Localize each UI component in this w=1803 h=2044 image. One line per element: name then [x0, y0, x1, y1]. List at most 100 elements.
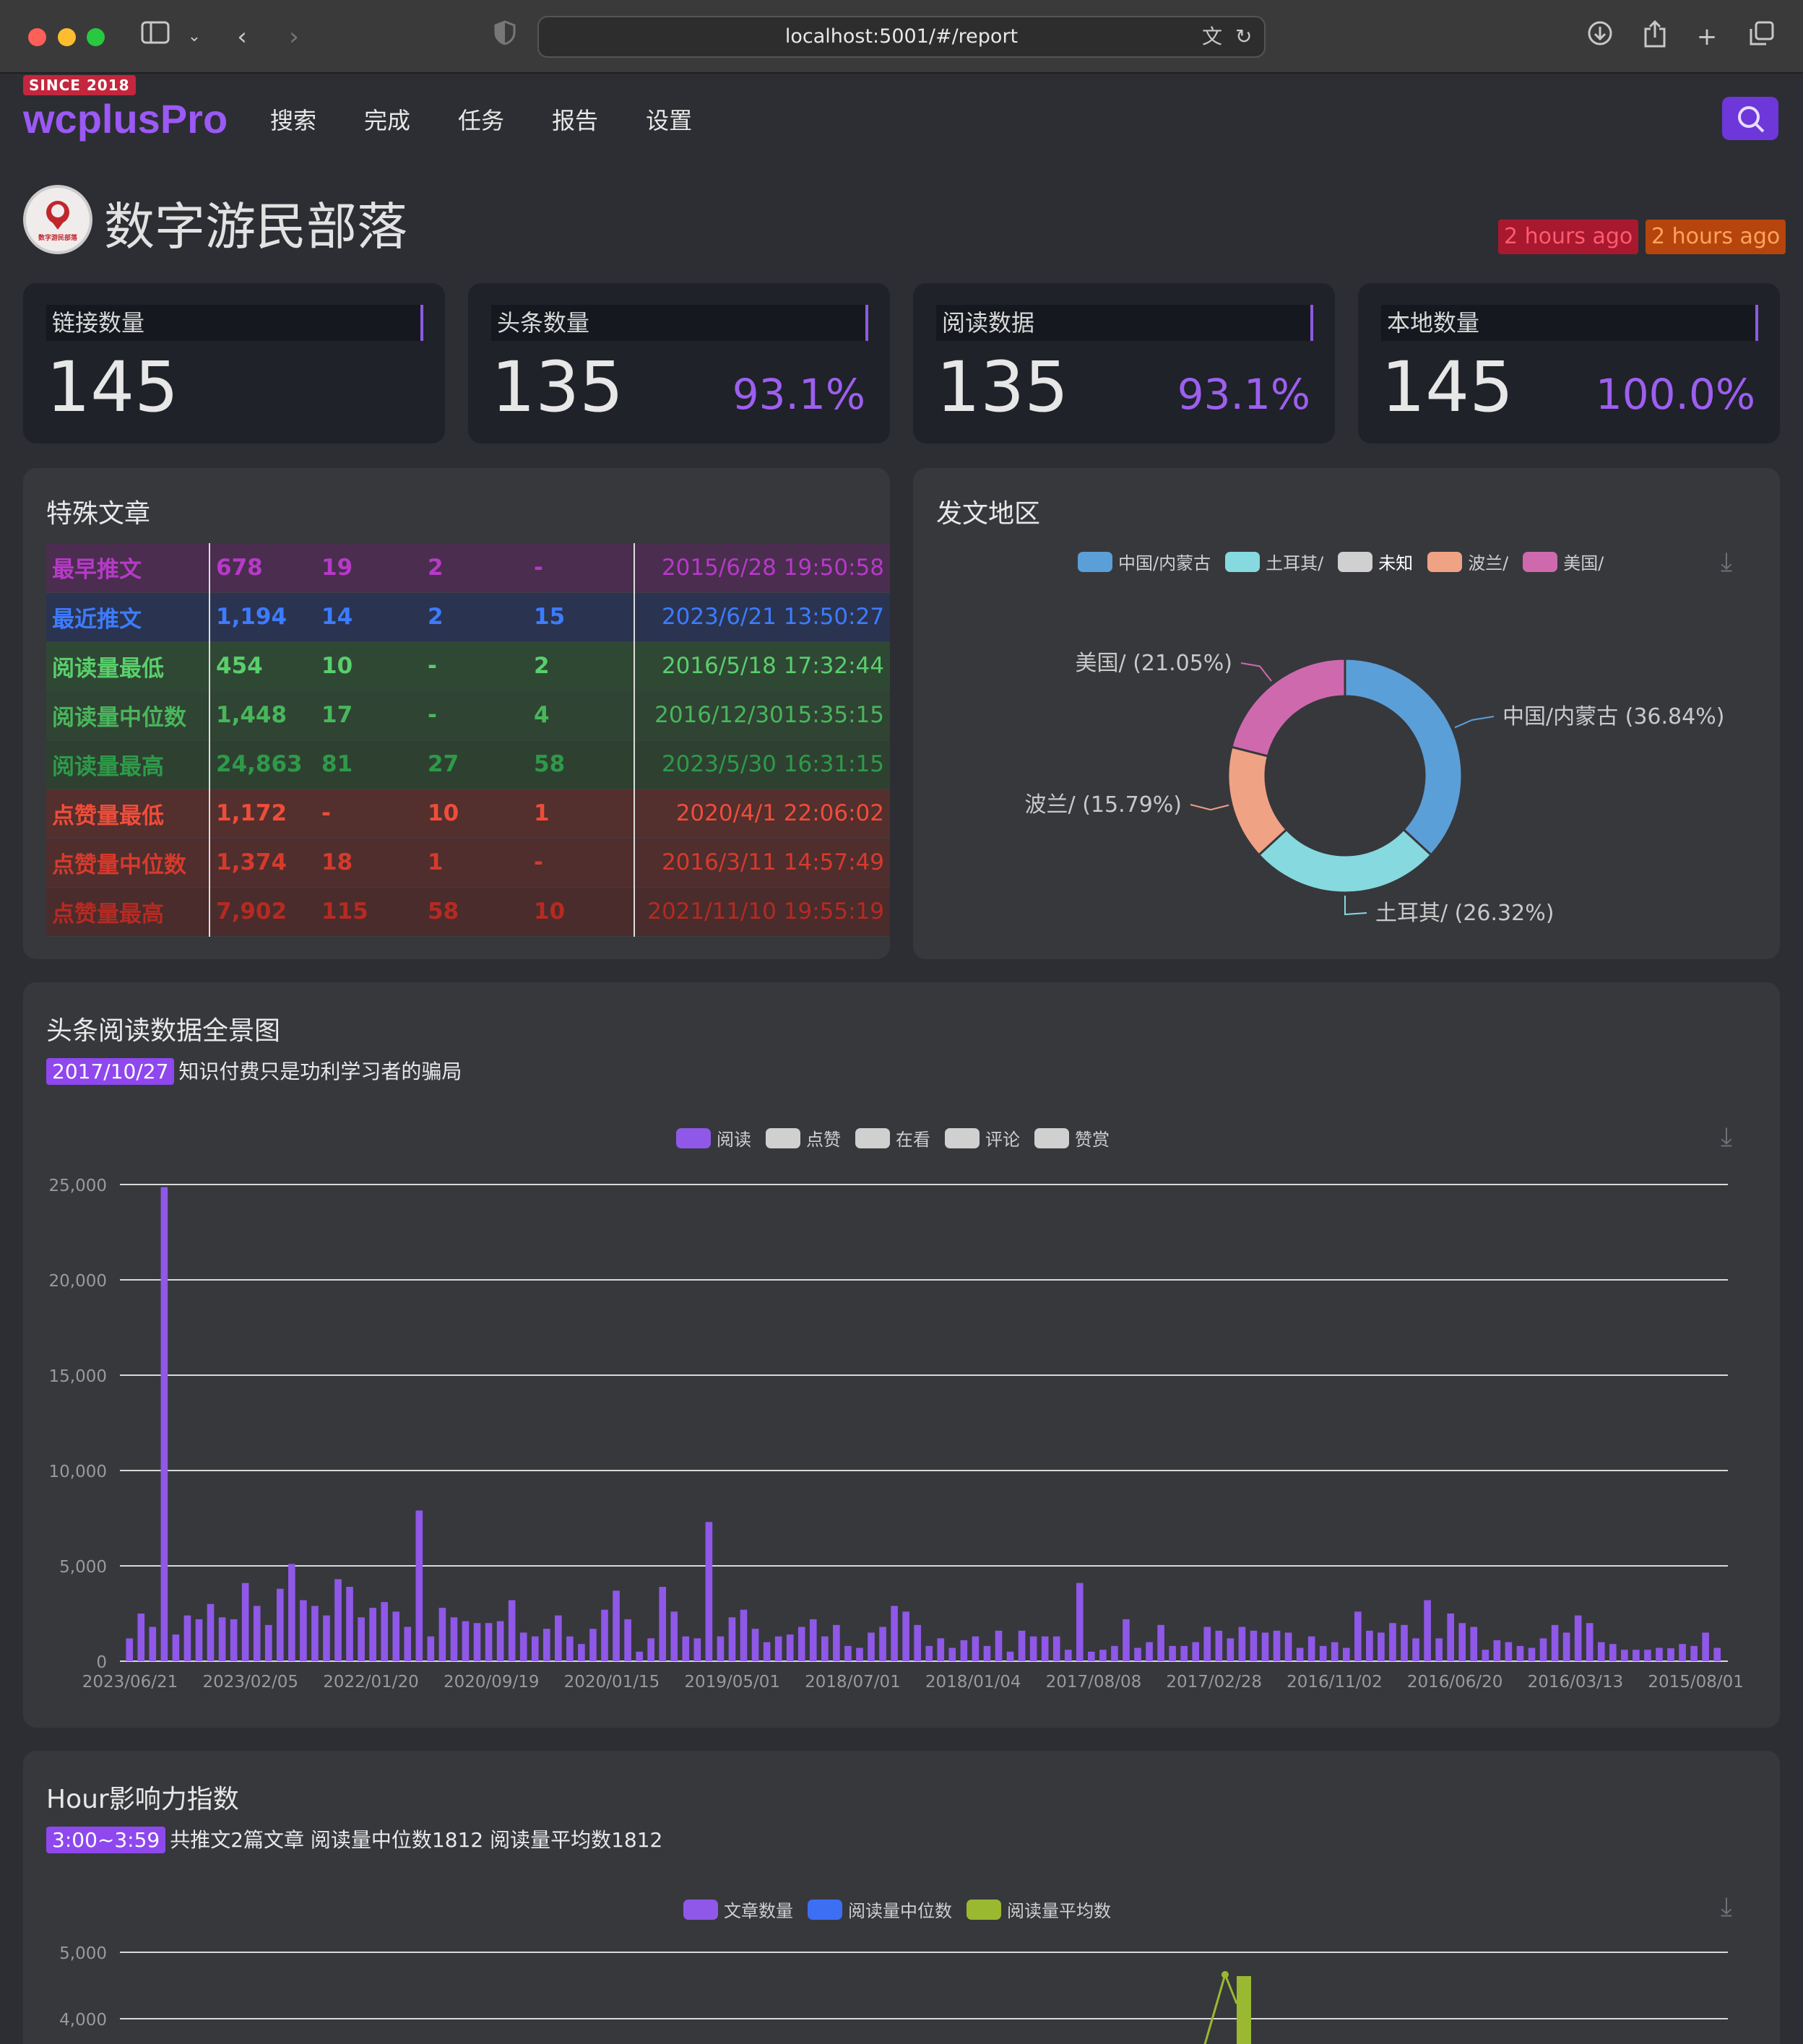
- bar[interactable]: [1146, 1642, 1153, 1661]
- bar[interactable]: [972, 1636, 980, 1661]
- nav-done[interactable]: 完成: [364, 107, 411, 134]
- new-tab-icon[interactable]: +: [1696, 22, 1718, 51]
- back-icon[interactable]: ‹: [237, 22, 247, 51]
- legend-item[interactable]: 评论: [945, 1125, 1020, 1151]
- bar[interactable]: [1273, 1630, 1281, 1661]
- bar[interactable]: [1702, 1632, 1709, 1661]
- bar[interactable]: [1261, 1632, 1269, 1661]
- bar[interactable]: [1111, 1645, 1118, 1661]
- special-row[interactable]: 阅读量中位数 1,448 17-4 2016/12/3015:35:15: [46, 690, 890, 740]
- bar[interactable]: [601, 1609, 608, 1661]
- bar[interactable]: [578, 1644, 585, 1661]
- bar[interactable]: [566, 1636, 574, 1661]
- bar[interactable]: [450, 1617, 458, 1661]
- bar[interactable]: [508, 1600, 516, 1661]
- bar[interactable]: [693, 1638, 701, 1661]
- bar[interactable]: [1203, 1627, 1211, 1661]
- nav-tasks[interactable]: 任务: [458, 107, 505, 134]
- bar[interactable]: [914, 1624, 921, 1661]
- bar[interactable]: [1029, 1636, 1037, 1661]
- bar[interactable]: [786, 1634, 794, 1661]
- pie-slice[interactable]: [1257, 828, 1433, 894]
- bar[interactable]: [1123, 1619, 1130, 1661]
- bar[interactable]: [126, 1638, 134, 1661]
- bar[interactable]: [346, 1587, 353, 1661]
- bar[interactable]: [1586, 1623, 1594, 1661]
- bar[interactable]: [404, 1627, 412, 1661]
- bar[interactable]: [589, 1629, 597, 1661]
- bar[interactable]: [1307, 1636, 1315, 1661]
- bar[interactable]: [427, 1636, 435, 1661]
- legend-item[interactable]: 点赞: [766, 1125, 841, 1151]
- bar[interactable]: [1018, 1630, 1026, 1661]
- bar[interactable]: [983, 1645, 991, 1661]
- bar[interactable]: [1354, 1611, 1362, 1661]
- legend-item[interactable]: 阅读量中位数: [808, 1897, 952, 1922]
- download-icon[interactable]: [1583, 20, 1617, 53]
- bar[interactable]: [1180, 1645, 1188, 1661]
- bar[interactable]: [1215, 1630, 1223, 1661]
- bar[interactable]: [1528, 1647, 1536, 1661]
- bar[interactable]: [1401, 1624, 1408, 1661]
- bar[interactable]: [937, 1638, 945, 1661]
- share-icon[interactable]: [1638, 20, 1672, 53]
- special-row[interactable]: 阅读量最低 454 10-2 2016/5/18 17:32:44: [46, 641, 890, 691]
- bar[interactable]: [462, 1621, 470, 1661]
- bar[interactable]: [1424, 1600, 1431, 1661]
- bar[interactable]: [717, 1636, 725, 1661]
- brand-logo[interactable]: wcplusPro: [23, 96, 228, 142]
- bar[interactable]: [902, 1611, 909, 1661]
- special-row[interactable]: 最近推文 1,194 14 2 15 2023/6/21 13:50:27: [46, 592, 890, 642]
- bar[interactable]: [1192, 1642, 1200, 1661]
- bar[interactable]: [369, 1608, 376, 1661]
- bar[interactable]: [542, 1629, 550, 1661]
- bar[interactable]: [1447, 1614, 1454, 1661]
- pie-slice[interactable]: [1230, 657, 1346, 758]
- bar[interactable]: [1435, 1638, 1443, 1661]
- bar[interactable]: [473, 1623, 481, 1661]
- bar[interactable]: [137, 1614, 145, 1661]
- bar[interactable]: [1679, 1644, 1686, 1661]
- nav-report[interactable]: 报告: [552, 107, 599, 134]
- bar[interactable]: [415, 1510, 423, 1661]
- bar[interactable]: [276, 1588, 284, 1661]
- legend-item[interactable]: 赞赏: [1034, 1125, 1110, 1151]
- bar[interactable]: [1458, 1623, 1466, 1661]
- bar[interactable]: [728, 1617, 736, 1661]
- bar[interactable]: [1076, 1582, 1084, 1661]
- bar[interactable]: [230, 1619, 238, 1661]
- bar[interactable]: [1319, 1645, 1327, 1661]
- close-window-button[interactable]: [28, 28, 46, 46]
- bar[interactable]: [751, 1629, 759, 1661]
- bar[interactable]: [1157, 1624, 1164, 1661]
- bar[interactable]: [1621, 1650, 1628, 1661]
- bar[interactable]: [183, 1615, 191, 1661]
- bar[interactable]: [1238, 1627, 1246, 1661]
- bar[interactable]: [682, 1636, 690, 1661]
- bar[interactable]: [323, 1615, 330, 1661]
- bar[interactable]: [311, 1606, 319, 1661]
- bar[interactable]: [218, 1617, 226, 1661]
- search-button[interactable]: [1722, 97, 1778, 140]
- bar[interactable]: [763, 1642, 771, 1661]
- address-bar[interactable]: localhost:5001/#/report 文 ↻: [537, 16, 1266, 58]
- bar[interactable]: [1539, 1638, 1547, 1661]
- bar[interactable]: [995, 1630, 1003, 1661]
- bar[interactable]: [1052, 1636, 1060, 1661]
- sidebar-toggle-icon[interactable]: [139, 20, 172, 53]
- bar[interactable]: [1667, 1648, 1674, 1661]
- bar[interactable]: [774, 1636, 782, 1661]
- bar[interactable]: [485, 1623, 493, 1661]
- bar[interactable]: [948, 1647, 956, 1661]
- bar[interactable]: [1470, 1627, 1478, 1661]
- special-row[interactable]: 点赞量最高 7,902 115 58 10 2021/11/10 19:55:19: [46, 887, 890, 937]
- nav-search[interactable]: 搜索: [270, 107, 317, 134]
- bar[interactable]: [1064, 1650, 1072, 1661]
- bar[interactable]: [195, 1619, 203, 1661]
- special-row[interactable]: 阅读量最高 24,863 81 27 58 2023/5/30 16:31:15: [46, 740, 890, 789]
- avg-point[interactable]: [1222, 1971, 1229, 1978]
- legend-item[interactable]: 阅读: [676, 1125, 751, 1151]
- legend-item[interactable]: 土耳其/: [1225, 549, 1323, 574]
- bar[interactable]: [624, 1619, 631, 1661]
- bar[interactable]: [519, 1632, 527, 1661]
